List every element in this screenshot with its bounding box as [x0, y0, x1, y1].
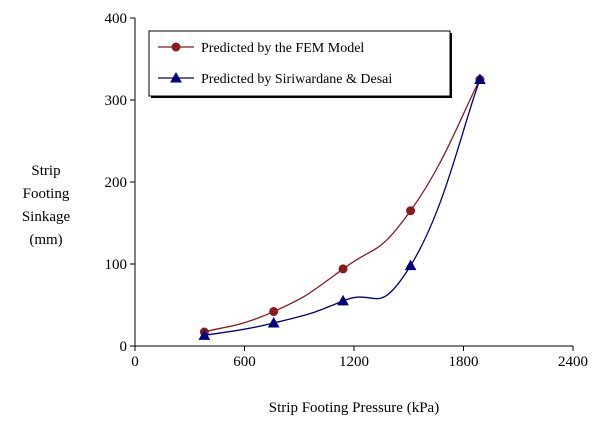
y-tick-label: 0 [120, 339, 128, 355]
y-tick-label: 400 [105, 11, 128, 27]
y-axis-label-line: Sinkage [21, 209, 71, 225]
y-axis-label-line: Strip [31, 163, 61, 179]
data-point [474, 73, 486, 84]
axes: 0 100 200 300 400 0 600 1200 1800 2400 [105, 11, 589, 370]
series-line [204, 79, 481, 333]
x-tick-label: 2400 [558, 354, 588, 370]
data-point [198, 329, 211, 340]
y-tick-label: 100 [105, 257, 128, 273]
x-tick-label: 1800 [449, 354, 479, 370]
data-point [337, 294, 349, 306]
legend-marker [170, 71, 182, 83]
x-tick-label: 600 [233, 354, 256, 370]
series-1 [199, 75, 485, 337]
x-tick-label: 0 [131, 354, 139, 370]
series-line [204, 79, 481, 336]
y-tick-label: 200 [105, 175, 128, 191]
legend-label: Predicted by the FEM Model [201, 41, 364, 56]
legend-box [148, 30, 451, 97]
x-tick-label: 1200 [339, 354, 369, 370]
y-tick-label: 300 [105, 93, 128, 109]
legend: Predicted by the FEM Model Predicted by S… [148, 30, 452, 98]
series-2 [198, 73, 486, 340]
series-layer [198, 73, 486, 340]
data-point [404, 259, 417, 271]
y-axis-label-line: (mm) [29, 232, 63, 248]
legend-label: Predicted by Siriwardane & Desai [201, 72, 392, 87]
legend-marker [171, 42, 181, 52]
data-point [269, 307, 279, 317]
x-axis-label: Strip Footing Pressure (kPa) [268, 400, 440, 416]
data-point [267, 317, 280, 328]
y-axis-label-line: Footing [22, 186, 70, 202]
data-point [338, 264, 348, 274]
y-axis-label: Strip Footing Sinkage (mm) [10, 160, 82, 252]
data-point [406, 206, 416, 216]
